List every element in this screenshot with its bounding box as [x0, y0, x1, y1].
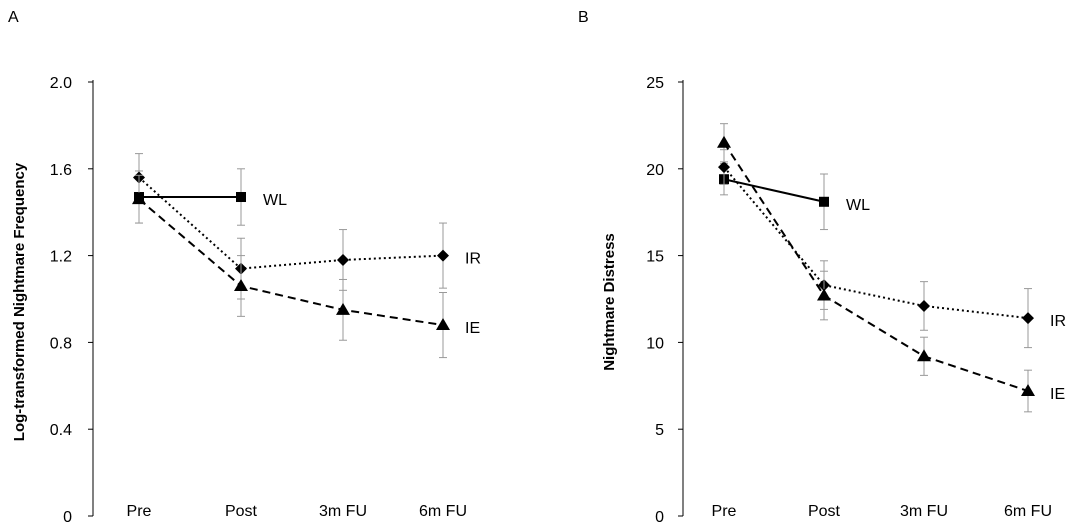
- panel-a-letter: A: [8, 9, 19, 26]
- panel-b-y-ticks: 0 5 10 15 20 25: [646, 75, 683, 524]
- panel-a-x-tick-label: Pre: [127, 503, 152, 520]
- panel-b-wl-line: [723, 178, 825, 203]
- panel-a-y-tick-label: 2.0: [50, 75, 72, 92]
- panel-b-x-tick-label: 3m FU: [900, 503, 948, 520]
- panel-b-y-tick-label: 0: [655, 509, 664, 524]
- panel-a-ir-line: [138, 176, 444, 270]
- panel-a-ie-point: [336, 302, 350, 315]
- panel-b-ie-line: [723, 142, 1029, 392]
- panel-a-x-tick-label: 6m FU: [419, 503, 467, 520]
- panel-b-wl-label: WL: [846, 197, 870, 214]
- panel-a-ie-point: [436, 318, 450, 331]
- panel-b-y-tick-label: 5: [655, 422, 664, 439]
- panel-a-wl-label: WL: [263, 192, 287, 209]
- panel-b-y-tick-label: 15: [646, 249, 664, 266]
- panel-b-series: WL IR IE: [717, 123, 1066, 413]
- panel-b-ie-label: IE: [1050, 386, 1065, 403]
- panel-a-x-tick-label: 3m FU: [319, 503, 367, 520]
- panel-a-ie-line: [138, 198, 444, 327]
- panel-a-x-ticks: Pre Post 3m FU 6m FU: [127, 503, 467, 520]
- panel-a-ir-point: [337, 253, 349, 266]
- panel-a-y-tick-label: 1.2: [50, 249, 72, 266]
- panel-b-y-tick-label: 25: [646, 75, 664, 92]
- panel-b-ir-label: IR: [1050, 313, 1066, 330]
- panel-a-y-tick-label: 0.8: [50, 335, 72, 352]
- panel-b-y-tick-label: 20: [646, 162, 664, 179]
- panel-b-letter: B: [578, 9, 589, 26]
- panel-b-wl-point: [819, 196, 829, 207]
- panel-b-ir-point: [918, 299, 930, 312]
- panel-a-ir-label: IR: [465, 251, 481, 268]
- panel-a-y-tick-label: 0: [63, 509, 72, 524]
- panel-a: A Log-transformed Nightmare Frequency 00…: [8, 9, 481, 524]
- panel-b-ie-point: [717, 135, 731, 148]
- panel-a-series: WL IR IE: [132, 153, 481, 359]
- panel-b-ie-point: [917, 349, 931, 362]
- panel-b-y-tick-label: 10: [646, 335, 664, 352]
- panel-b-x-tick-label: Post: [808, 503, 841, 520]
- panel-a-y-tick-label: 1.6: [50, 162, 72, 179]
- panel-a-y-tick-label: 0.4: [50, 422, 72, 439]
- panel-b-x-tick-label: 6m FU: [1004, 503, 1052, 520]
- panel-b-ir-point: [1022, 312, 1034, 325]
- panel-a-wl-point: [236, 192, 246, 203]
- panel-a-x-tick-label: Post: [225, 503, 258, 520]
- panel-b-x-ticks: Pre Post 3m FU 6m FU: [712, 503, 1052, 520]
- panel-b-y-axis-title: Nightmare Distress: [601, 233, 618, 371]
- panel-b-ir-point: [718, 161, 730, 174]
- panel-b-ie-point: [1021, 384, 1035, 397]
- panel-a-ie-point: [132, 192, 146, 205]
- panel-a-ir-point: [437, 249, 449, 262]
- panel-a-y-axis-title: Log-transformed Nightmare Frequency: [11, 162, 28, 441]
- panel-b: B Nightmare Distress 0 5 10 15 20 25 Pre Post 3…: [578, 9, 1066, 524]
- panel-a-ie-point: [234, 278, 248, 291]
- panel-b-ie-point: [817, 288, 831, 301]
- panel-a-y-ticks: 0 0.4 0.8 1.2 1.6 2.0: [50, 75, 93, 524]
- panel-a-ie-label: IE: [465, 320, 480, 337]
- panel-b-ir-line: [723, 166, 1029, 320]
- panel-b-x-tick-label: Pre: [712, 503, 737, 520]
